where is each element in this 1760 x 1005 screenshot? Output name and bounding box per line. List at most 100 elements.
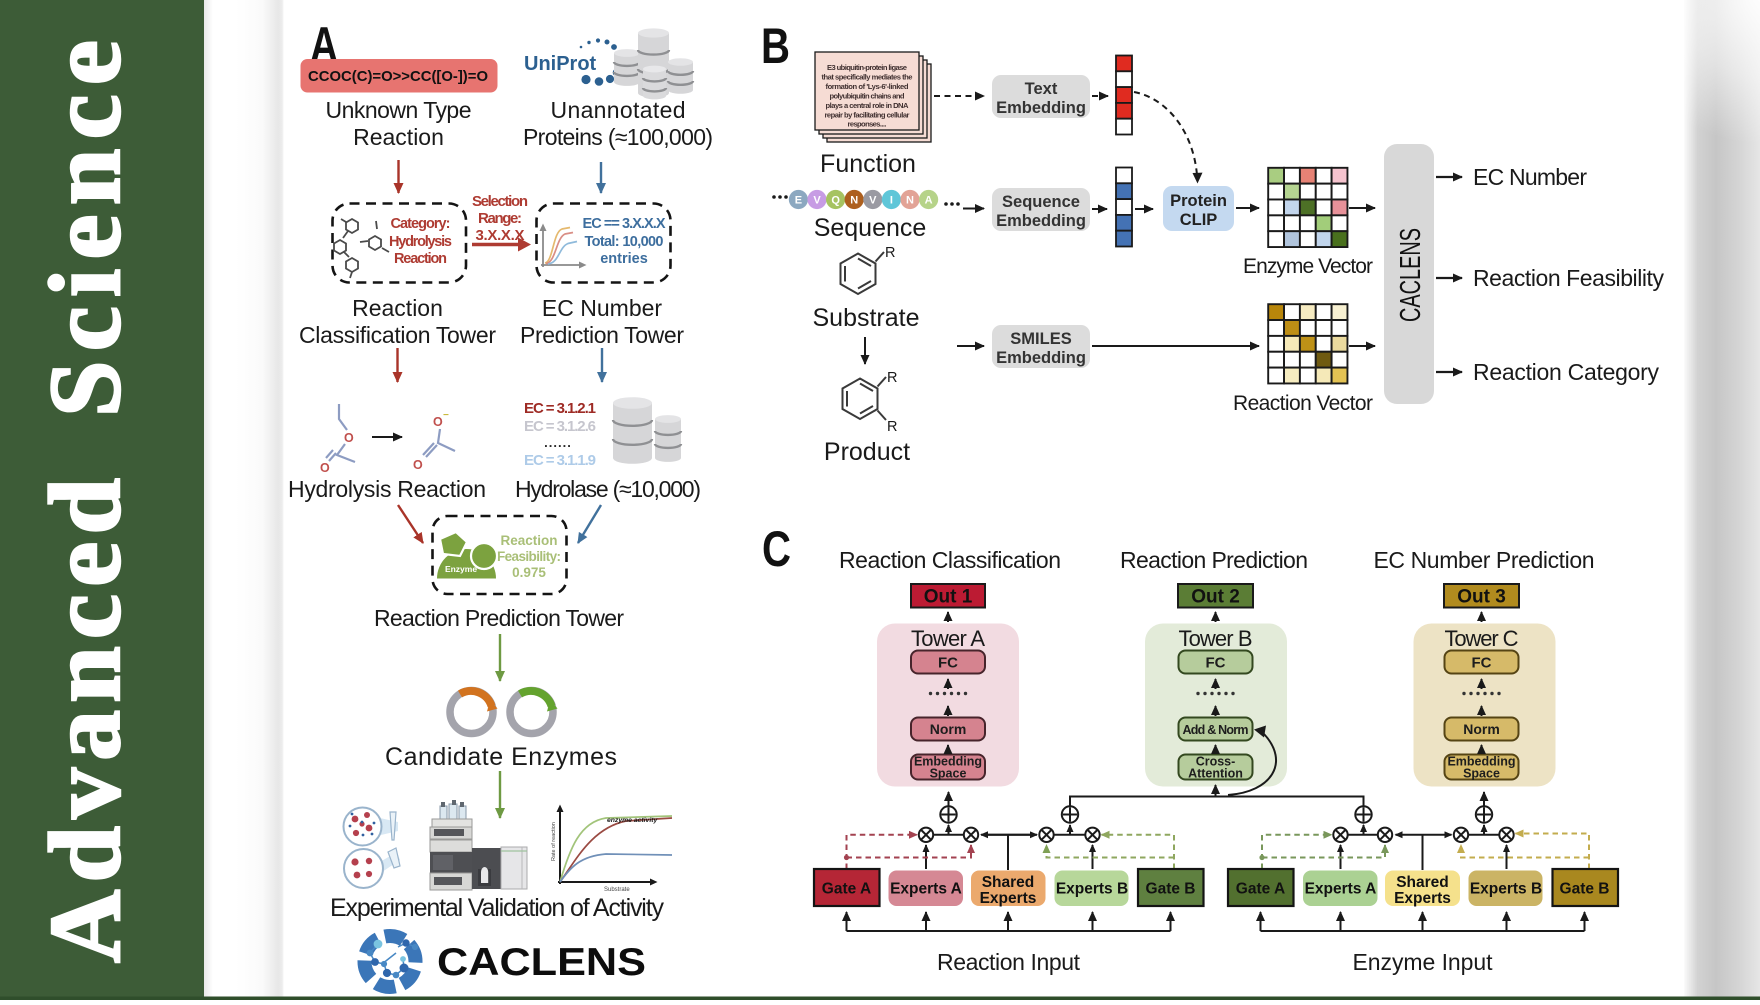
svg-text:EC Number: EC Number <box>542 295 662 321</box>
svg-text:FC: FC <box>1206 655 1226 672</box>
svg-text:Reaction: Reaction <box>500 533 557 548</box>
svg-text:Text: Text <box>1025 80 1058 98</box>
svg-text:Category:: Category: <box>391 216 451 232</box>
svg-text:N: N <box>850 194 858 206</box>
svg-text:Experimental Validation of Act: Experimental Validation of Activity <box>330 894 665 922</box>
svg-text:EC = 3.1.2.6: EC = 3.1.2.6 <box>524 418 596 435</box>
svg-text:Advanced: Advanced <box>29 478 141 963</box>
svg-text:O: O <box>413 458 423 472</box>
svg-text:Embedding: Embedding <box>1447 755 1515 769</box>
svg-text:Reaction Classification: Reaction Classification <box>839 547 1061 573</box>
svg-text:I: I <box>890 194 893 206</box>
svg-text:Reaction: Reaction <box>352 295 443 321</box>
svg-text:Space: Space <box>930 767 967 781</box>
svg-text:EC Number Prediction: EC Number Prediction <box>1374 547 1595 573</box>
svg-text:EC = 3.1.2.1: EC = 3.1.2.1 <box>524 400 596 417</box>
svg-text:O: O <box>433 415 443 429</box>
svg-text:polyubiquitin chains and: polyubiquitin chains and <box>830 92 905 101</box>
svg-text:R: R <box>887 419 897 435</box>
svg-text:Protein: Protein <box>1170 192 1227 210</box>
svg-text:Reaction Category: Reaction Category <box>1473 359 1660 385</box>
svg-text:V: V <box>869 194 877 206</box>
svg-text:Hydrolysis: Hydrolysis <box>389 234 452 250</box>
svg-text:Experts: Experts <box>1394 890 1451 907</box>
svg-text:O: O <box>344 431 354 445</box>
svg-text:Shared: Shared <box>1396 874 1449 891</box>
svg-text:Reaction: Reaction <box>394 251 447 267</box>
svg-text:N: N <box>906 194 914 206</box>
svg-text:Gate B: Gate B <box>1560 881 1610 898</box>
svg-text:Experts: Experts <box>980 890 1037 907</box>
svg-text:......: ...... <box>544 435 572 450</box>
svg-text:−: − <box>443 410 449 421</box>
svg-text:that specifically mediates the: that specifically mediates the <box>822 73 913 82</box>
svg-text:Substrate: Substrate <box>604 887 630 893</box>
svg-text:Gate B: Gate B <box>1146 881 1196 898</box>
svg-text:Embedding: Embedding <box>996 349 1086 367</box>
svg-text:EC Number: EC Number <box>1473 164 1587 190</box>
svg-text:CACLENS: CACLENS <box>1395 228 1427 322</box>
svg-text:Selection: Selection <box>472 193 528 210</box>
svg-text:CCOC(C)=O>>CC([O-])=O: CCOC(C)=O>>CC([O-])=O <box>308 68 488 85</box>
svg-text:Attention: Attention <box>1188 767 1243 781</box>
svg-text:Unknown Type: Unknown Type <box>326 97 472 123</box>
svg-text:V: V <box>813 194 821 206</box>
svg-text:C: C <box>762 521 791 577</box>
svg-text:Hydrolase (≈10,000): Hydrolase (≈10,000) <box>515 476 701 502</box>
svg-text:Reaction Prediction Tower: Reaction Prediction Tower <box>374 605 624 631</box>
svg-text:Tower A: Tower A <box>911 626 985 651</box>
svg-text:Q: Q <box>831 194 840 206</box>
svg-text:Out 1: Out 1 <box>924 587 973 608</box>
svg-text:E3 ubiquitin-protein ligase: E3 ubiquitin-protein ligase <box>827 63 907 72</box>
svg-text:EC == 3.X.X.X: EC == 3.X.X.X <box>583 216 666 232</box>
svg-text:Proteins (≈100,000): Proteins (≈100,000) <box>523 124 713 150</box>
svg-text:Candidate Enzymes: Candidate Enzymes <box>385 743 617 771</box>
svg-text:repair by facilitating cellula: repair by facilitating cellular <box>825 111 910 120</box>
svg-text:Norm: Norm <box>1463 721 1500 737</box>
svg-text:Out 2: Out 2 <box>1191 587 1240 608</box>
svg-text:3.X.X.X: 3.X.X.X <box>476 227 525 244</box>
svg-text:Cross-: Cross- <box>1196 755 1236 769</box>
svg-text:Experts A: Experts A <box>890 881 962 898</box>
svg-text:Total: 10,000: Total: 10,000 <box>585 234 664 250</box>
svg-text:Tower B: Tower B <box>1179 626 1253 651</box>
svg-text:Experts B: Experts B <box>1056 881 1128 898</box>
svg-text:Unannotated: Unannotated <box>551 97 686 123</box>
svg-text:Hydrolysis Reaction: Hydrolysis Reaction <box>288 476 486 502</box>
svg-text:CLIP: CLIP <box>1180 211 1218 229</box>
svg-text:SMILES: SMILES <box>1010 330 1071 348</box>
svg-text:plays a central role in DNA: plays a central role in DNA <box>826 101 910 110</box>
svg-text:Feasibility:: Feasibility: <box>497 549 561 564</box>
svg-text:Embedding: Embedding <box>996 212 1086 230</box>
svg-text:Gate A: Gate A <box>1236 881 1285 898</box>
svg-text:Reaction Prediction: Reaction Prediction <box>1120 547 1308 573</box>
svg-text:Norm: Norm <box>930 721 967 737</box>
svg-text:Sequence: Sequence <box>814 214 927 242</box>
svg-text:Tower C: Tower C <box>1445 626 1519 651</box>
svg-text:FC: FC <box>1472 655 1492 672</box>
svg-text:R: R <box>885 245 895 261</box>
svg-text:Sequence: Sequence <box>1002 193 1080 211</box>
svg-text:enzyme activity: enzyme activity <box>607 817 658 824</box>
svg-text:Product: Product <box>824 438 910 466</box>
svg-text:Reaction Input: Reaction Input <box>937 949 1081 975</box>
svg-text:Prediction Tower: Prediction Tower <box>520 322 684 348</box>
svg-text:Function: Function <box>820 150 916 178</box>
svg-text:Reaction Feasibility: Reaction Feasibility <box>1473 265 1665 291</box>
svg-text:Space: Space <box>1463 767 1500 781</box>
svg-text:R: R <box>887 370 897 386</box>
svg-text:Reaction: Reaction <box>353 124 444 150</box>
svg-text:Classification Tower: Classification Tower <box>299 322 496 348</box>
svg-text:0.975: 0.975 <box>512 565 546 580</box>
svg-text:Gate A: Gate A <box>822 881 871 898</box>
svg-text:Experts B: Experts B <box>1470 881 1542 898</box>
svg-text:UniProt: UniProt <box>524 53 597 75</box>
svg-text:Reaction Vector: Reaction Vector <box>1233 392 1373 415</box>
svg-text:Substrate: Substrate <box>812 304 919 332</box>
svg-text:Range:: Range: <box>478 210 522 227</box>
svg-text:Enzyme: Enzyme <box>445 564 477 574</box>
svg-text:responses....: responses.... <box>848 120 887 129</box>
svg-text:A: A <box>925 194 933 206</box>
svg-text:Experts A: Experts A <box>1305 881 1377 898</box>
svg-text:Enzyme Vector: Enzyme Vector <box>1243 255 1373 278</box>
